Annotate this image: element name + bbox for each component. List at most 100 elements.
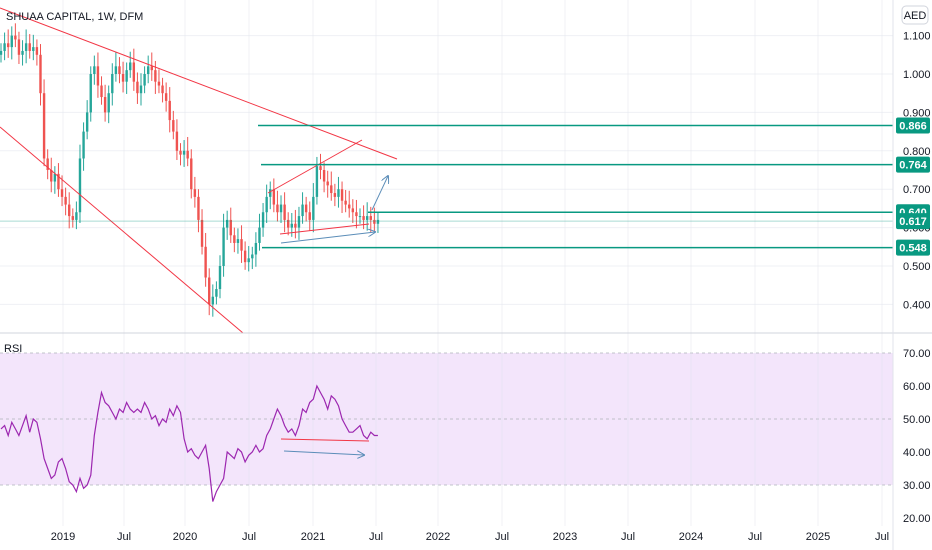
candle	[53, 166, 57, 194]
candle	[326, 170, 329, 198]
currency-badge[interactable]: AED	[901, 5, 929, 25]
price-level-badge-bg	[896, 117, 930, 134]
candle	[319, 153, 322, 180]
candle	[35, 39, 39, 66]
time-tick-label: 2024	[679, 531, 703, 543]
time-tick-label: Jul	[369, 531, 383, 543]
time-tick-label: 2019	[51, 531, 75, 543]
candle	[204, 232, 207, 287]
candle-body	[32, 47, 35, 51]
candle-body	[348, 204, 351, 209]
candle-body	[247, 258, 250, 263]
rsi-tick-label: 50.00	[903, 414, 931, 426]
candle	[308, 201, 311, 231]
candle	[330, 171, 333, 201]
candle	[240, 225, 243, 263]
price-tick-label: 0.700	[903, 184, 931, 196]
time-tick-label: Jul	[117, 531, 131, 543]
candle	[218, 255, 222, 299]
candle	[211, 284, 215, 317]
candle-body	[175, 131, 179, 151]
currency-label: AED	[904, 10, 927, 22]
candle	[179, 143, 182, 166]
candle-body	[304, 204, 308, 213]
candle	[161, 77, 164, 103]
candle	[279, 195, 283, 223]
candle	[157, 69, 161, 94]
candle-body	[243, 250, 247, 263]
candle	[146, 55, 150, 84]
time-tick-label: 2025	[806, 531, 830, 543]
candle-body	[114, 66, 118, 74]
candle-body	[118, 66, 121, 74]
time-tick-label: 2021	[301, 531, 325, 543]
candle-body	[125, 70, 128, 82]
candle	[233, 227, 236, 253]
candle-body	[46, 158, 49, 170]
candle-body	[3, 43, 6, 51]
candle-body	[186, 150, 189, 159]
candle-body	[53, 173, 57, 182]
candle	[164, 82, 168, 112]
candle-body	[315, 166, 319, 197]
candle-body	[78, 158, 82, 213]
triangle-lower-line	[279, 223, 370, 235]
candle-body	[146, 66, 150, 74]
candle	[3, 32, 6, 61]
candle-body	[129, 62, 132, 71]
candle	[190, 149, 193, 199]
candle-body	[150, 66, 153, 71]
candle-body	[362, 216, 365, 220]
candle	[222, 213, 225, 277]
candle-body	[358, 216, 362, 218]
rsi-tick-label: 30.00	[903, 480, 931, 492]
candle	[344, 189, 347, 213]
candle-body	[251, 254, 254, 259]
rsi-tick-label: 60.00	[903, 381, 931, 393]
candle-body	[200, 219, 204, 247]
candle	[251, 246, 254, 270]
candle	[269, 181, 272, 210]
candle	[103, 84, 107, 122]
candle-body	[365, 216, 369, 220]
candle-body	[319, 166, 322, 170]
time-tick-label: Jul	[748, 531, 762, 543]
candle	[14, 23, 17, 48]
candle	[6, 29, 10, 58]
candle	[247, 246, 250, 272]
candle-body	[297, 216, 301, 228]
candle-body	[233, 235, 236, 243]
price-tick-label: 0.900	[903, 107, 931, 119]
candle-body	[17, 39, 21, 55]
candle-body	[71, 216, 74, 220]
candle	[272, 178, 276, 213]
candle	[348, 190, 351, 218]
candle-body	[265, 196, 268, 213]
time-axis[interactable]: 2019 Jul 2020 Jul 2021 Jul 2022 Jul 2023 Jul 2024 J…	[51, 531, 889, 543]
candle	[32, 34, 35, 61]
candle-body	[283, 204, 286, 220]
candle	[351, 199, 355, 223]
candle	[111, 63, 114, 106]
time-tick-label: Jul	[621, 531, 635, 543]
upper-trendline	[0, 7, 398, 160]
price-level-lines	[0, 124, 893, 249]
trend-drawings	[0, 7, 398, 334]
candle-body	[215, 289, 218, 297]
candle	[182, 140, 186, 167]
candle-body	[369, 216, 372, 220]
rsi-axis[interactable]: 70.00 60.00 50.00 40.00 30.00 20.00	[903, 348, 931, 525]
price-level-badge-label: 0.617	[899, 216, 927, 228]
lower-trendline	[0, 126, 244, 334]
candle-body	[190, 158, 193, 190]
candle	[0, 43, 3, 63]
candle-body	[236, 239, 240, 243]
candle-body	[136, 81, 139, 94]
candle	[93, 55, 96, 85]
candle	[57, 163, 60, 197]
candle	[150, 52, 153, 81]
candle	[46, 149, 49, 180]
candle	[24, 29, 28, 64]
candle-body	[132, 62, 136, 82]
